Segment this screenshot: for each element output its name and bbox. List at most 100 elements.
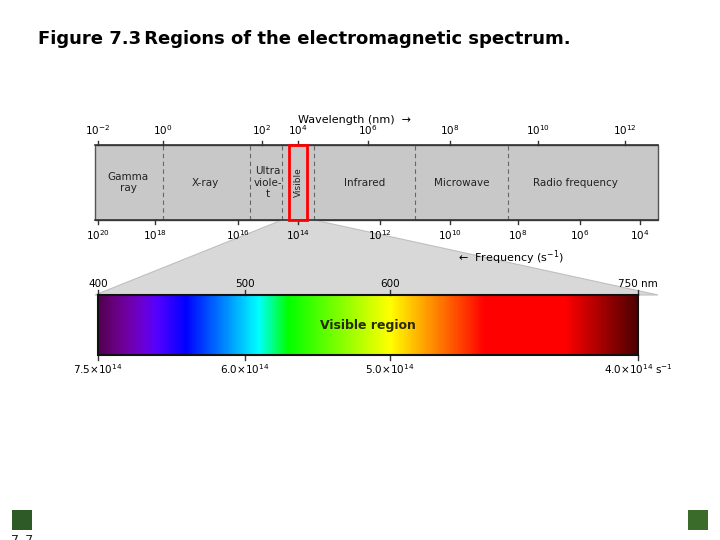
Bar (424, 295, 426, 355)
Bar (234, 295, 235, 355)
Bar (402, 295, 404, 355)
Bar (605, 295, 606, 355)
Bar (136, 295, 137, 355)
Bar (225, 295, 227, 355)
Bar (311, 295, 312, 355)
Bar (238, 295, 240, 355)
Bar (464, 295, 465, 355)
Bar (325, 295, 326, 355)
Text: $10^{12}$: $10^{12}$ (613, 123, 637, 137)
Bar (126, 295, 127, 355)
Bar (124, 295, 125, 355)
Bar (396, 295, 397, 355)
Bar (100, 295, 102, 355)
Bar (607, 295, 608, 355)
Text: 5.0×10$^{14}$: 5.0×10$^{14}$ (365, 362, 415, 376)
Bar (230, 295, 231, 355)
Bar (167, 295, 168, 355)
Bar (242, 295, 243, 355)
Bar (490, 295, 491, 355)
Bar (525, 295, 526, 355)
Bar (288, 295, 289, 355)
Bar (123, 295, 124, 355)
Bar (560, 295, 562, 355)
Bar (191, 295, 192, 355)
Bar (433, 295, 434, 355)
Bar (430, 295, 431, 355)
Bar (179, 295, 180, 355)
Bar (437, 295, 438, 355)
Bar (227, 295, 228, 355)
Bar (161, 295, 162, 355)
Bar (614, 295, 616, 355)
Bar (404, 295, 405, 355)
Bar (436, 295, 437, 355)
Bar (616, 295, 618, 355)
Bar (120, 295, 121, 355)
Bar (346, 295, 348, 355)
Bar (486, 295, 487, 355)
Bar (473, 295, 474, 355)
Bar (497, 295, 498, 355)
Bar (395, 295, 396, 355)
Polygon shape (95, 220, 658, 295)
Bar (351, 295, 352, 355)
Bar (318, 295, 320, 355)
Bar (330, 295, 331, 355)
Bar (531, 295, 532, 355)
Bar (300, 295, 301, 355)
Bar (328, 295, 329, 355)
Bar (287, 295, 288, 355)
Bar (202, 295, 203, 355)
Text: Figure 7.3: Figure 7.3 (38, 30, 141, 48)
Bar (282, 295, 283, 355)
Bar (236, 295, 238, 355)
Bar (296, 295, 297, 355)
Bar (344, 295, 346, 355)
Bar (452, 295, 454, 355)
Bar (199, 295, 201, 355)
Bar (302, 295, 303, 355)
Bar (579, 295, 580, 355)
Bar (609, 295, 610, 355)
Bar (539, 295, 540, 355)
Bar (530, 295, 531, 355)
Bar (471, 295, 472, 355)
Text: 6.0×10$^{14}$: 6.0×10$^{14}$ (220, 362, 270, 376)
Bar (178, 295, 179, 355)
Bar (253, 295, 255, 355)
Bar (624, 295, 625, 355)
Bar (554, 295, 555, 355)
Bar (568, 295, 569, 355)
Bar (542, 295, 543, 355)
Bar (534, 295, 536, 355)
Bar (177, 295, 178, 355)
Bar (625, 295, 626, 355)
Bar (505, 295, 506, 355)
Text: $10^{4}$: $10^{4}$ (288, 123, 307, 137)
Bar (549, 295, 551, 355)
Bar (106, 295, 107, 355)
Bar (606, 295, 607, 355)
Bar (154, 295, 156, 355)
Bar (245, 295, 246, 355)
Bar (356, 295, 357, 355)
Bar (121, 295, 122, 355)
Bar (324, 295, 325, 355)
Bar (343, 295, 344, 355)
Bar (383, 295, 384, 355)
Bar (374, 295, 376, 355)
Bar (415, 295, 417, 355)
Bar (592, 295, 593, 355)
Bar (153, 295, 154, 355)
Bar (315, 295, 316, 355)
Bar (392, 295, 393, 355)
Bar (243, 295, 244, 355)
Bar (368, 295, 369, 355)
Bar (102, 295, 104, 355)
Bar (634, 295, 635, 355)
Text: Regions of the electromagnetic spectrum.: Regions of the electromagnetic spectrum. (113, 30, 571, 48)
Bar (268, 295, 269, 355)
Bar (493, 295, 495, 355)
Bar (620, 295, 621, 355)
